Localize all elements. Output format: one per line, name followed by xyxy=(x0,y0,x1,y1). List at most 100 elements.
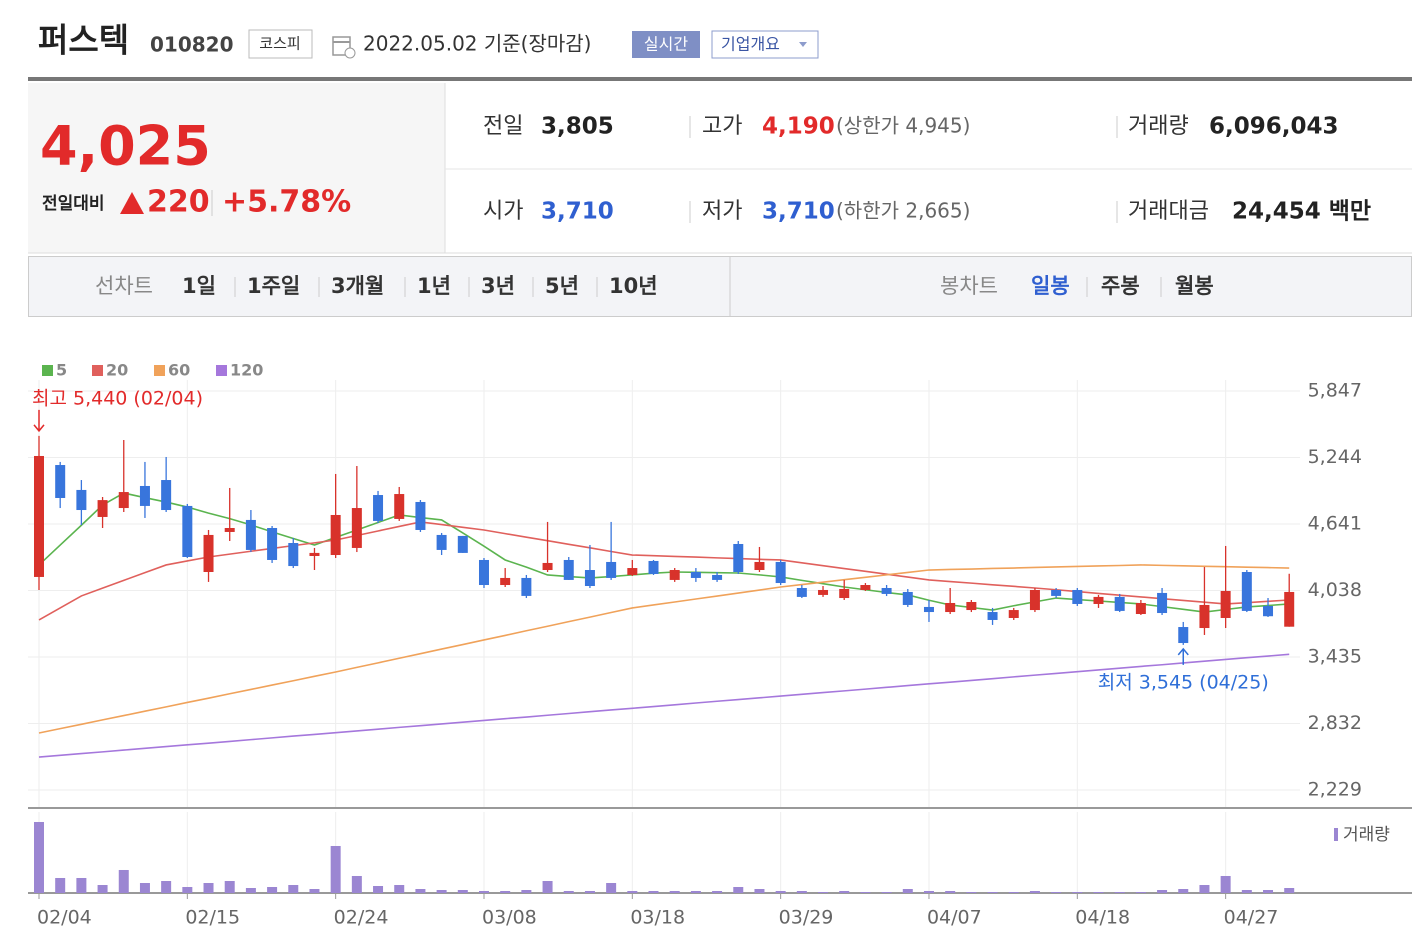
volume-bar xyxy=(1284,888,1295,893)
period-tab[interactable]: 1년 xyxy=(417,274,451,298)
candle-body xyxy=(712,574,723,580)
ma-line xyxy=(38,521,1290,621)
volume-bar xyxy=(161,880,172,893)
candle-body xyxy=(1241,571,1252,611)
volume-bar xyxy=(627,890,638,893)
candle-body xyxy=(1284,591,1295,627)
period-tab[interactable]: 주봉 xyxy=(1101,274,1140,298)
candle-body xyxy=(436,534,447,550)
candle-body xyxy=(478,559,489,586)
volume-bar xyxy=(415,888,426,893)
candle-body xyxy=(987,612,998,620)
period-tab[interactable]: 1주일 xyxy=(247,274,300,298)
volume-bar xyxy=(1114,891,1125,893)
volume-bar xyxy=(1072,891,1083,893)
candle-body xyxy=(733,543,744,572)
legend-swatch xyxy=(154,365,165,376)
period-tab[interactable]: 월봉 xyxy=(1175,274,1214,298)
y-tick-label: 3,435 xyxy=(1308,646,1362,668)
volume-bar xyxy=(34,821,44,893)
candle-body xyxy=(351,508,362,548)
volume-bar xyxy=(373,885,384,893)
candle-body xyxy=(182,505,193,558)
legend-label: 60 xyxy=(168,361,190,380)
tab-group-label: 봉차트 xyxy=(940,274,998,298)
candle-body xyxy=(97,500,108,517)
period-tab[interactable]: 5년 xyxy=(545,274,579,298)
volume-bar xyxy=(97,884,108,893)
change-label: 전일대비 xyxy=(42,194,105,214)
realtime-button[interactable] xyxy=(632,31,700,58)
item-label: 거래량 xyxy=(1128,114,1189,139)
volume-bar xyxy=(839,890,850,893)
legend-label: 120 xyxy=(230,361,263,380)
low-annotation: 최저 3,545 (04/25) xyxy=(1098,671,1269,693)
period-tab[interactable]: 3년 xyxy=(481,274,515,298)
x-tick-label: 04/27 xyxy=(1224,907,1279,929)
company-label[interactable]: 기업개요 xyxy=(721,35,780,54)
y-tick-label: 2,229 xyxy=(1308,779,1362,801)
legend-swatch xyxy=(92,365,103,376)
y-tick-label: 5,244 xyxy=(1308,446,1362,468)
item-value: 4,190 xyxy=(762,114,835,140)
candle-body xyxy=(203,534,214,572)
low-arrow xyxy=(1177,647,1189,665)
period-tab[interactable]: 1일 xyxy=(182,274,216,298)
x-tick-label: 03/18 xyxy=(630,907,685,929)
candle-body xyxy=(288,542,299,567)
candle-body xyxy=(139,485,150,506)
volume-bar xyxy=(1029,890,1040,893)
volume-bar xyxy=(288,884,299,893)
period-tab[interactable]: 3개월 xyxy=(331,274,384,298)
candle-body xyxy=(627,568,638,575)
volume-bar xyxy=(987,891,998,893)
legend-swatch xyxy=(42,365,53,376)
company-button[interactable] xyxy=(711,30,819,59)
candle-body xyxy=(902,591,913,605)
candle-body xyxy=(55,465,66,499)
volume-bar xyxy=(1199,884,1210,893)
x-tick-label: 04/18 xyxy=(1075,907,1130,929)
candle-body xyxy=(945,602,956,613)
item-label: 시가 xyxy=(483,199,523,224)
item-label: 고가 xyxy=(702,114,742,139)
volume-bar xyxy=(690,890,701,893)
volume-bar xyxy=(394,884,405,893)
item-value: 6,096,043 xyxy=(1209,114,1339,140)
high-arrow xyxy=(33,409,45,433)
candle-body xyxy=(1051,589,1062,596)
item-note: (상한가 4,945) xyxy=(836,114,970,138)
up-triangle xyxy=(120,192,144,214)
candle-body xyxy=(818,589,829,595)
candle-body xyxy=(923,606,934,613)
x-tick-label: 02/24 xyxy=(334,907,389,929)
y-tick-label: 2,832 xyxy=(1308,712,1362,734)
candle-body xyxy=(34,455,44,577)
volume-bar xyxy=(351,875,362,893)
item-value: 3,805 xyxy=(541,114,614,140)
candle-body xyxy=(669,570,680,580)
candle-body xyxy=(775,561,786,584)
period-tab[interactable]: 일봉 xyxy=(1031,274,1070,298)
stock-name: 퍼스텍 xyxy=(38,21,129,60)
header-rule xyxy=(28,77,1412,81)
item-value: 24,454 백만 xyxy=(1232,199,1371,225)
y-tick-label: 4,038 xyxy=(1308,579,1362,601)
stock-code: 010820 xyxy=(150,33,234,57)
realtime-label[interactable]: 실시간 xyxy=(644,35,688,54)
candle-body xyxy=(606,561,617,578)
dropdown-arrow xyxy=(799,42,807,47)
volume-bar xyxy=(966,891,977,893)
candle-body xyxy=(330,514,341,556)
period-tab[interactable]: 10년 xyxy=(609,274,658,298)
candle-body xyxy=(1072,589,1083,604)
candle-body xyxy=(881,587,892,594)
candle-body xyxy=(245,519,256,550)
volume-bar xyxy=(203,882,214,893)
item-value: 3,710 xyxy=(762,199,835,225)
volume-bar xyxy=(330,845,341,893)
quote-items: 전일 3,805 고가 4,190 (상한가 4,945) 거래량 6,096,… xyxy=(483,114,1371,225)
candle-body xyxy=(860,585,871,590)
candle-body xyxy=(415,501,426,530)
